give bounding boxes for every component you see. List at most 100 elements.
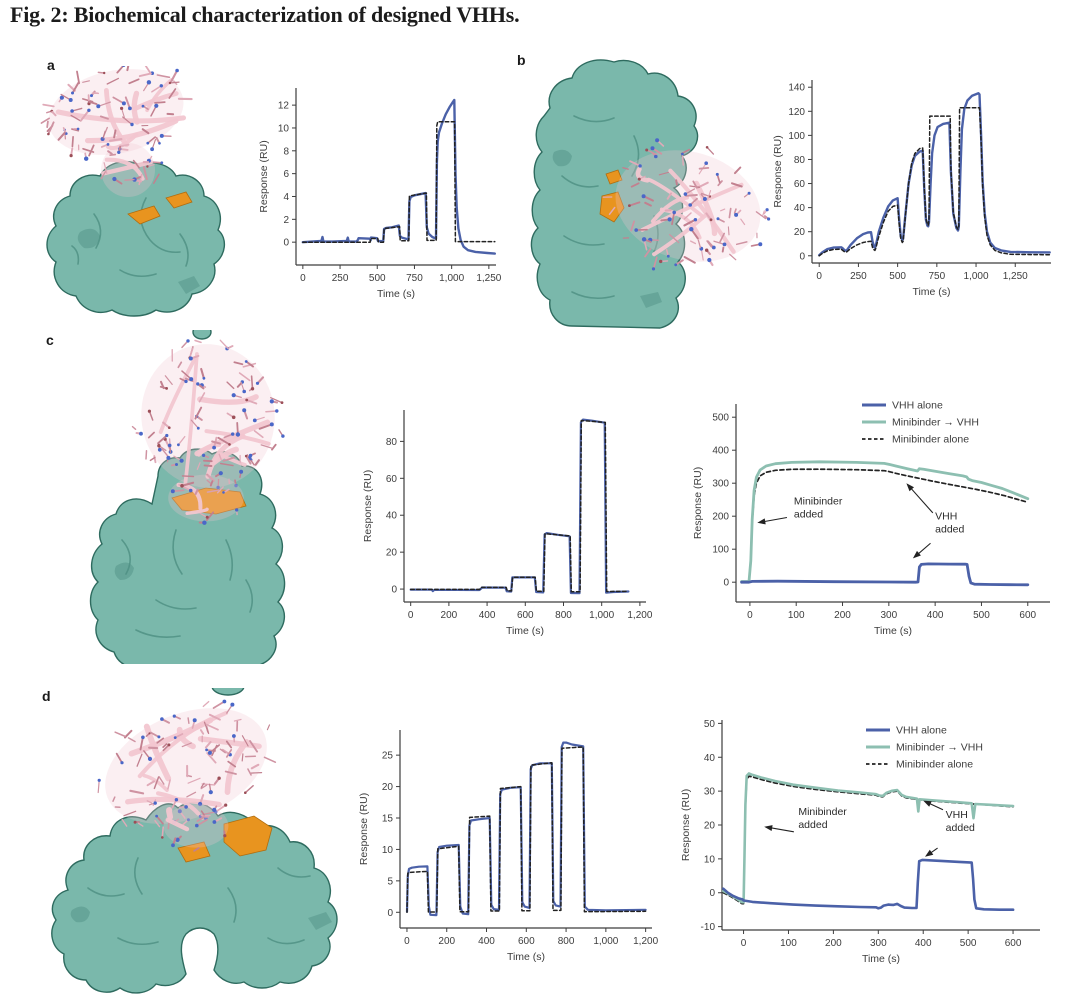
epitope-highlight	[127, 191, 193, 225]
svg-text:1,000: 1,000	[589, 610, 614, 621]
svg-text:80: 80	[794, 155, 806, 166]
svg-text:20: 20	[382, 782, 394, 793]
surface-shadows	[77, 228, 200, 294]
surface-shadows	[70, 906, 332, 930]
svg-text:10: 10	[382, 845, 394, 856]
svg-text:15: 15	[382, 814, 394, 825]
svg-text:250: 250	[332, 273, 349, 284]
svg-text:140: 140	[788, 83, 805, 94]
vhh-cluster	[131, 339, 285, 525]
svg-text:0: 0	[404, 936, 410, 947]
svg-text:200: 200	[441, 610, 458, 621]
svg-text:750: 750	[406, 273, 423, 284]
svg-text:10: 10	[278, 123, 290, 134]
svg-text:6: 6	[283, 169, 289, 180]
svg-text:200: 200	[712, 512, 729, 523]
svg-text:Time (s): Time (s)	[507, 951, 545, 963]
svg-text:Minibinder → VHH: Minibinder → VHH	[892, 417, 979, 429]
svg-text:Response (RU): Response (RU)	[358, 793, 370, 865]
svg-text:0: 0	[391, 585, 397, 596]
svg-text:1,200: 1,200	[627, 610, 652, 621]
chart-d-competition-plot: 0 100 200 300 400 500 600 -10 0 10 20 30 40 50 Time (s…	[680, 719, 1040, 965]
epitope-highlight	[171, 487, 247, 515]
svg-text:1,200: 1,200	[633, 936, 658, 947]
svg-text:VHH: VHH	[946, 809, 968, 821]
vhh-cluster	[97, 699, 277, 852]
svg-text:Time (s): Time (s)	[506, 625, 544, 637]
svg-text:Response (RU): Response (RU)	[692, 467, 704, 539]
svg-text:Time (s): Time (s)	[874, 625, 912, 637]
svg-text:20: 20	[704, 821, 716, 832]
svg-text:600: 600	[1005, 938, 1022, 949]
vhh-cluster	[40, 66, 193, 197]
svg-text:100: 100	[788, 131, 805, 142]
svg-text:100: 100	[712, 545, 729, 556]
chart-c-spr-sensorgram: 0 200 400 600 800 1,000 1,200 0 20 40 60 80 Time (s)…	[362, 410, 653, 637]
svg-text:800: 800	[555, 610, 572, 621]
svg-text:VHH alone: VHH alone	[892, 400, 943, 412]
epitope-highlight	[177, 815, 273, 863]
svg-text:added: added	[798, 819, 827, 831]
svg-text:Minibinder: Minibinder	[798, 806, 847, 818]
svg-text:500: 500	[889, 271, 906, 282]
svg-text:added: added	[935, 524, 964, 536]
panel-label-a: a	[47, 57, 55, 73]
svg-text:1,000: 1,000	[964, 271, 989, 282]
svg-text:30: 30	[704, 787, 716, 798]
svg-text:Response (RU): Response (RU)	[362, 470, 374, 542]
svg-text:400: 400	[478, 936, 495, 947]
surface-shadows	[114, 562, 134, 580]
svg-text:1,250: 1,250	[1003, 271, 1028, 282]
chart-d-spr-sensorgram: 0 200 400 600 800 1,000 1,200 0 5 10 15 20 25 Time (s…	[358, 730, 659, 963]
svg-text:800: 800	[558, 936, 575, 947]
svg-text:0: 0	[283, 238, 289, 249]
svg-text:0: 0	[709, 888, 715, 899]
svg-text:0: 0	[408, 610, 414, 621]
svg-text:20: 20	[794, 227, 806, 238]
svg-text:VHH alone: VHH alone	[896, 725, 947, 737]
svg-text:0: 0	[799, 251, 805, 262]
svg-text:Time (s): Time (s)	[912, 286, 950, 298]
svg-text:0: 0	[741, 938, 747, 949]
surface-fragment	[192, 330, 212, 340]
structure-render-c	[89, 330, 286, 664]
structure-render-d	[51, 688, 338, 994]
svg-text:400: 400	[479, 610, 496, 621]
svg-text:500: 500	[960, 938, 977, 949]
epitope-highlight	[599, 169, 625, 223]
surface-crevices	[87, 857, 311, 946]
svg-text:5: 5	[387, 876, 393, 887]
figure-title: Fig. 2: Biochemical characterization of …	[10, 2, 520, 27]
svg-text:Time (s): Time (s)	[377, 288, 415, 300]
svg-text:400: 400	[915, 938, 932, 949]
svg-text:2: 2	[283, 215, 289, 226]
svg-text:Response (RU): Response (RU)	[680, 789, 692, 861]
chart-b-spr-sensorgram: 0 250 500 750 1,000 1,250 0 20 40 60 80 100 120 140 Ti…	[772, 80, 1051, 298]
svg-text:added: added	[794, 509, 823, 521]
surface-shadows	[552, 149, 662, 308]
svg-text:40: 40	[386, 511, 398, 522]
svg-text:300: 300	[870, 938, 887, 949]
svg-text:VHH: VHH	[935, 511, 957, 523]
svg-text:added: added	[946, 822, 975, 834]
svg-text:Minibinder: Minibinder	[794, 496, 843, 508]
svg-text:40: 40	[704, 753, 716, 764]
svg-text:500: 500	[973, 610, 990, 621]
svg-text:Response (RU): Response (RU)	[772, 135, 784, 207]
svg-text:Minibinder alone: Minibinder alone	[892, 434, 969, 446]
svg-text:Response (RU): Response (RU)	[258, 140, 270, 212]
svg-text:40: 40	[794, 203, 806, 214]
svg-text:200: 200	[825, 938, 842, 949]
panel-label-c: c	[46, 332, 54, 348]
svg-text:200: 200	[834, 610, 851, 621]
svg-text:60: 60	[794, 179, 806, 190]
svg-text:400: 400	[927, 610, 944, 621]
svg-text:250: 250	[850, 271, 867, 282]
svg-text:300: 300	[880, 610, 897, 621]
svg-text:Time (s): Time (s)	[862, 953, 900, 965]
svg-text:1,000: 1,000	[593, 936, 618, 947]
svg-text:Minibinder alone: Minibinder alone	[896, 759, 973, 771]
svg-text:8: 8	[283, 146, 289, 157]
vhh-cluster	[602, 138, 771, 271]
